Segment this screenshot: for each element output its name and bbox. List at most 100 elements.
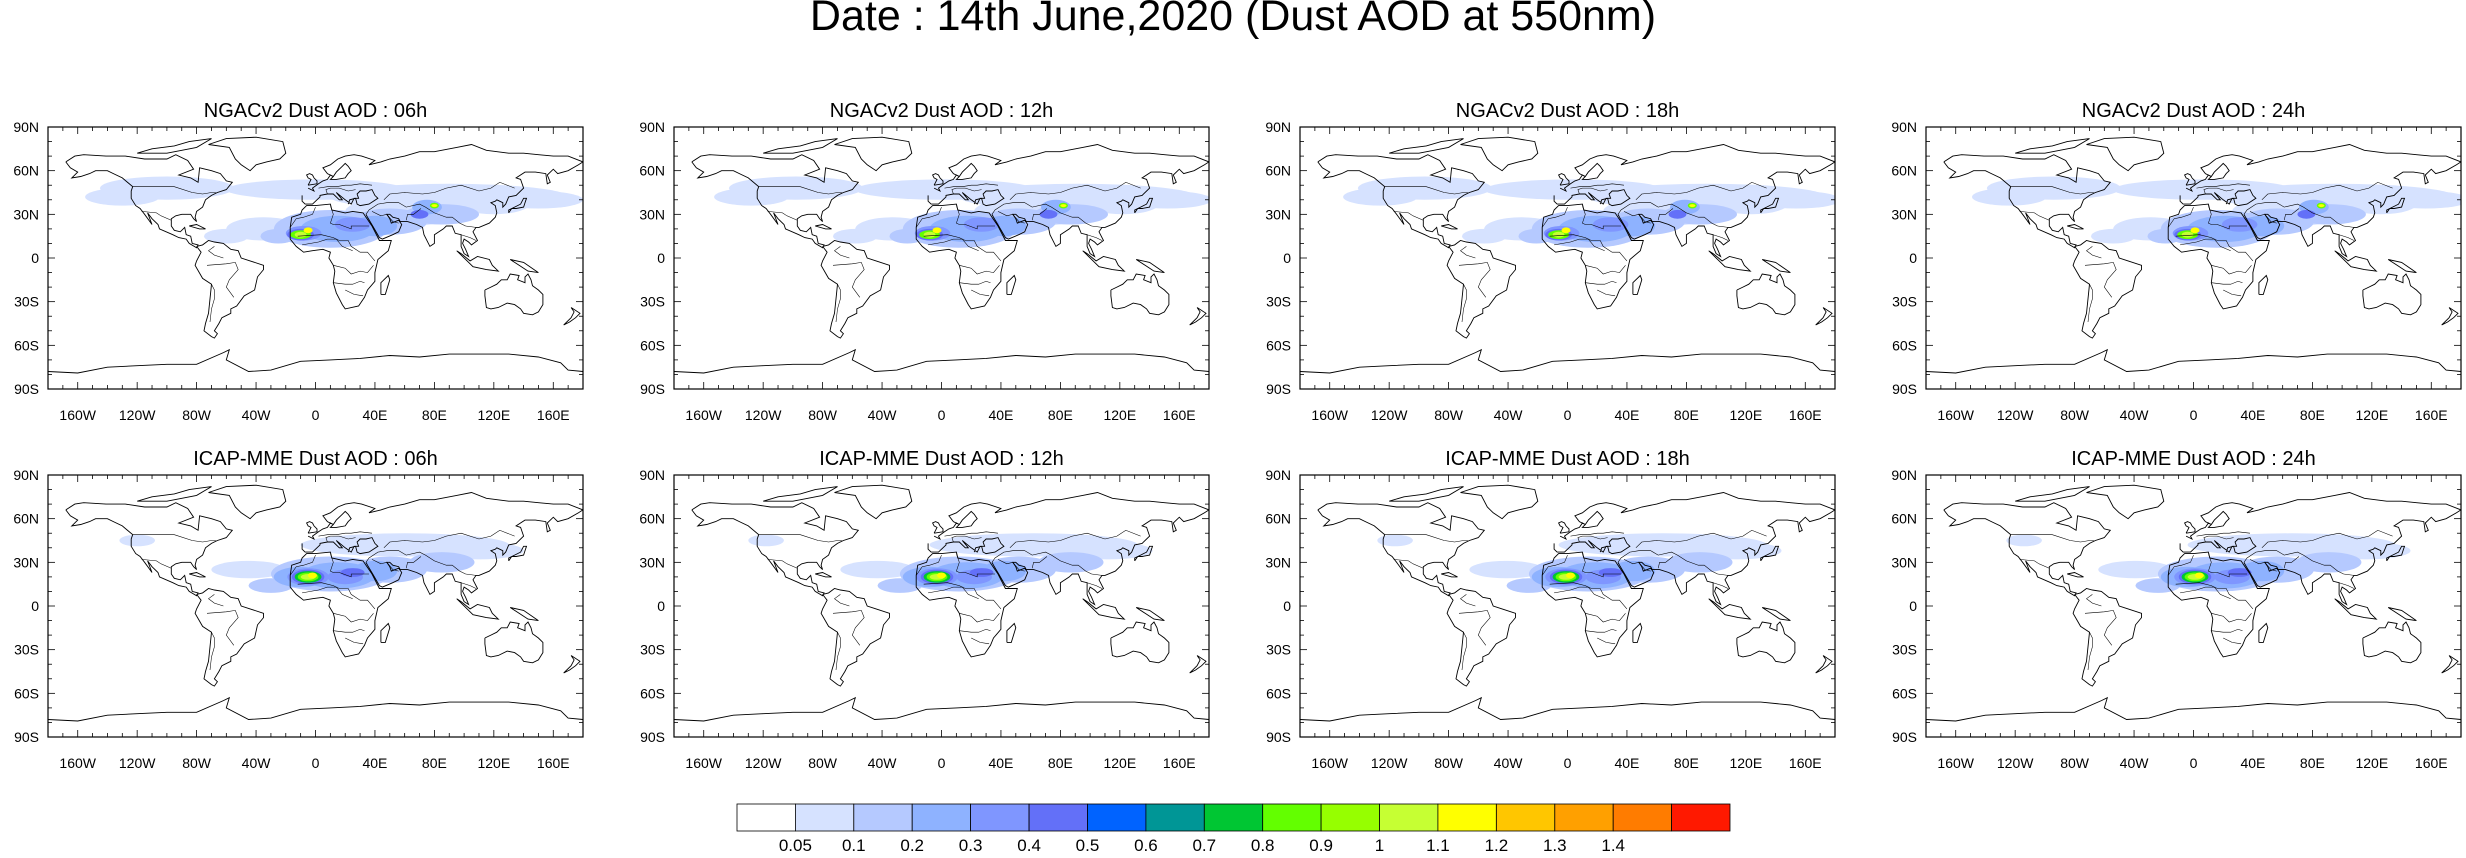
country-border xyxy=(1461,284,1467,323)
colorbar-swatch xyxy=(1087,803,1147,832)
dust-contour xyxy=(2194,572,2204,579)
dust-contour xyxy=(1469,560,1544,579)
lat-label: 30N xyxy=(1265,554,1291,570)
country-border xyxy=(2211,629,2243,633)
country-border xyxy=(956,205,995,230)
dust-contour xyxy=(1561,227,1571,234)
lon-label: 80W xyxy=(182,407,212,423)
colorbar-swatch xyxy=(853,803,913,832)
lon-label: 160E xyxy=(537,755,570,771)
country-border xyxy=(2339,582,2355,589)
coastline-new-guinea xyxy=(2387,259,2417,274)
country-border xyxy=(1087,234,1103,241)
lon-label: 120E xyxy=(2355,755,2388,771)
coastline-europe-north xyxy=(2185,492,2461,541)
country-border xyxy=(2211,281,2243,285)
coastline-uk xyxy=(2183,173,2196,186)
coastline-europe-north xyxy=(2185,144,2461,193)
lat-label: 30N xyxy=(1265,206,1291,222)
country-border xyxy=(1617,550,1729,576)
map-background xyxy=(1926,127,2461,389)
country-border xyxy=(1570,183,1625,189)
coastline-antarctica xyxy=(48,696,583,722)
country-border xyxy=(1585,265,1626,275)
coastline-greenland xyxy=(2086,484,2165,520)
lon-label: 160E xyxy=(1789,755,1822,771)
country-border xyxy=(208,246,224,259)
map-panel: 90N 60N 30N 0 30S 60S 90S 160W 120W 80W 40W 0 40E 80E… xyxy=(1265,100,1836,423)
country-border xyxy=(959,629,991,633)
map-background xyxy=(674,475,1209,737)
map-panel: 90N 60N 30N 0 30S 60S 90S 160W 120W 80W 40W 0 40E 80E… xyxy=(639,448,1210,771)
coastline-greenland xyxy=(1460,484,1539,520)
dust-contour xyxy=(303,227,313,234)
lon-label: 40W xyxy=(1494,407,1524,423)
lon-label: 160W xyxy=(685,755,722,771)
colorbar-swatch xyxy=(736,803,796,832)
colorbar-swatch xyxy=(1437,803,1497,832)
lon-label: 40E xyxy=(1614,407,1639,423)
coastline-cuba xyxy=(815,224,832,230)
coastline-madagascar xyxy=(1632,274,1643,295)
lat-label: 90N xyxy=(1891,119,1917,135)
lon-label: 160E xyxy=(1163,755,1196,771)
country-border xyxy=(1458,262,1491,298)
colorbar-swatch xyxy=(1496,803,1556,832)
lon-label: 40E xyxy=(988,755,1013,771)
country-border xyxy=(345,637,364,645)
country-border xyxy=(991,550,1103,576)
coastline-greenland xyxy=(834,136,913,172)
country-border xyxy=(1549,582,1628,610)
coastline-north-america xyxy=(65,154,234,249)
lon-label: 0 xyxy=(2190,407,2198,423)
lon-label: 120W xyxy=(745,755,782,771)
country-border xyxy=(2019,211,2050,221)
country-border xyxy=(1577,187,1608,195)
lon-label: 40E xyxy=(1614,755,1639,771)
lat-label: 0 xyxy=(1283,598,1291,614)
lon-label: 120W xyxy=(1371,755,1408,771)
country-border xyxy=(2084,262,2117,298)
colorbar-swatch xyxy=(970,803,1030,832)
country-border xyxy=(2261,529,2393,548)
country-borders xyxy=(2010,529,2393,671)
lon-label: 120E xyxy=(477,755,510,771)
country-border xyxy=(2086,594,2102,607)
lat-label: 60S xyxy=(1266,337,1291,353)
coastlines xyxy=(48,484,583,722)
coastline-greenland xyxy=(208,136,287,172)
coastline-europe-north xyxy=(307,492,583,541)
country-border xyxy=(383,529,515,548)
lat-label: 90S xyxy=(1892,381,1917,397)
coastline-canadian-arctic xyxy=(2015,486,2090,502)
lat-label: 0 xyxy=(657,598,665,614)
coastline-indonesia xyxy=(456,250,500,272)
panel-title: ICAP-MME Dust AOD : 18h xyxy=(1445,448,1690,470)
coastline-antarctica xyxy=(1926,348,2461,374)
lat-label: 30S xyxy=(1266,294,1291,310)
country-border xyxy=(2167,554,2194,576)
country-border xyxy=(1554,586,1605,599)
dust-contour xyxy=(410,209,429,219)
coastline-antarctica xyxy=(674,348,1209,374)
lat-label: 90N xyxy=(13,119,39,135)
lon-label: 80E xyxy=(1674,407,1699,423)
country-border xyxy=(1713,234,1729,241)
country-border xyxy=(1585,629,1617,633)
dust-contour xyxy=(294,231,307,238)
country-border xyxy=(1384,534,1468,543)
country-border xyxy=(318,183,373,189)
coastline-indonesia xyxy=(1708,598,1752,620)
coastlines xyxy=(674,484,1209,722)
colorbar-swatch xyxy=(1320,803,1380,832)
lon-label: 120W xyxy=(1371,407,1408,423)
dust-contour xyxy=(2318,204,2325,208)
coastline-uk xyxy=(931,521,944,534)
coastline-new-guinea xyxy=(1135,607,1165,622)
country-border xyxy=(758,534,842,543)
lon-label: 120W xyxy=(1997,755,2034,771)
dust-contour xyxy=(2297,209,2316,219)
colorbar-label: 0.7 xyxy=(1192,836,1216,853)
coastline-new-guinea xyxy=(509,607,539,622)
lon-label: 0 xyxy=(1564,407,1572,423)
